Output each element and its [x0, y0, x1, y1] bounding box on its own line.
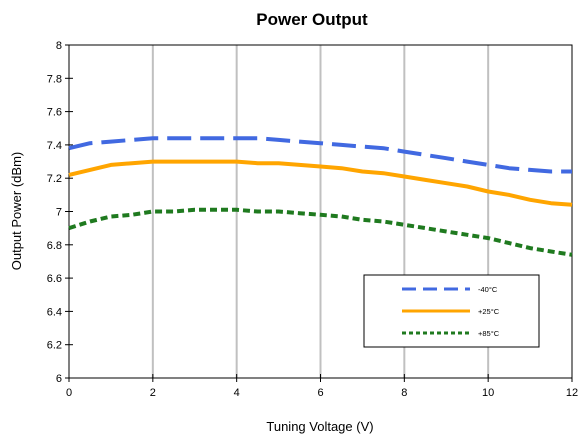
y-tick-label-2: 6.4 — [47, 306, 62, 318]
y-axis-label: Output Power (dBm) — [9, 152, 24, 271]
x-tick-label-3: 6 — [317, 387, 323, 399]
axes-layer: 6 6.2 6.4 6.6 6.8 7 7.2 7.4 7.6 7.8 8 0 2 4 6 8 10 12 — [47, 40, 578, 399]
legend: -40°C +25°C +85°C — [363, 274, 540, 348]
series-line-1 — [68, 136, 572, 174]
x-tick-label-5: 10 — [482, 387, 494, 399]
x-tick-label-6: 12 — [566, 387, 578, 399]
y-tick-label-7: 7.4 — [47, 140, 62, 152]
y-tick-label-10: 8 — [56, 40, 62, 52]
y-tick-label-4: 6.8 — [47, 240, 62, 252]
y-tick-label-9: 7.8 — [47, 73, 62, 85]
x-tick-label-0: 0 — [66, 387, 72, 399]
x-tick-label-1: 2 — [150, 387, 156, 399]
y-tick-label-6: 7.2 — [47, 173, 62, 185]
y-tick-label-8: 7.6 — [47, 107, 62, 119]
y-tick-label-3: 6.6 — [47, 273, 62, 285]
y-tick-label-5: 7 — [56, 207, 62, 219]
chart-title: Power Output — [256, 10, 368, 29]
legend-label-3: +85°C — [478, 329, 500, 338]
legend-label-1: -40°C — [478, 285, 498, 294]
x-axis-label: Tuning Voltage (V) — [266, 419, 373, 434]
x-tick-label-4: 8 — [401, 387, 407, 399]
y-tick-label-0: 6 — [56, 373, 62, 385]
series-layer — [68, 136, 573, 257]
y-tick-label-1: 6.2 — [47, 340, 62, 352]
series-line-2 — [68, 159, 573, 207]
legend-label-2: +25°C — [478, 307, 500, 316]
series-line-3 — [68, 207, 573, 257]
x-tick-label-2: 4 — [234, 387, 240, 399]
